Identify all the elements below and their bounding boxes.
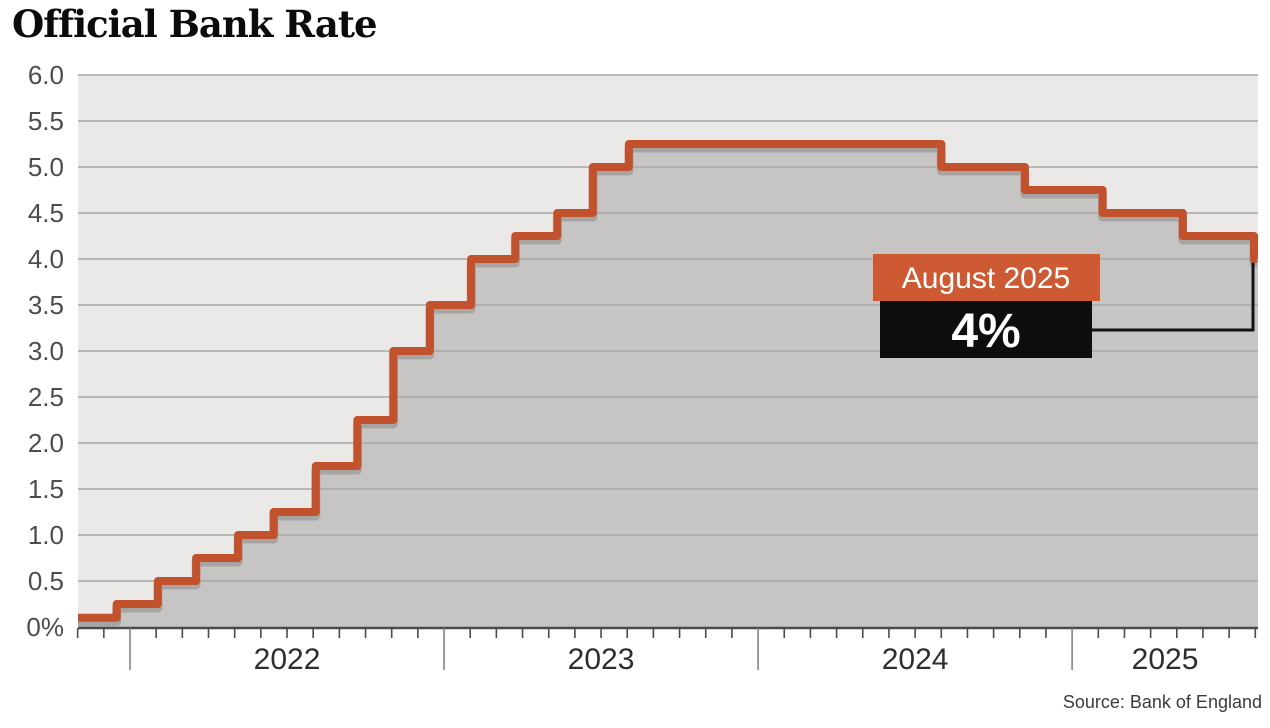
source-credit: Source: Bank of England	[1063, 692, 1262, 712]
y-tick-label: 3.5	[28, 290, 64, 320]
axis-labels: 6.0 5.5 5.0 4.5 4.0 3.5 3.0 2.5 2.0 1.5 1.0 0.5 0% 20…	[26, 60, 1198, 676]
gridlines	[78, 74, 1258, 582]
annotation-callout: August 2025 4%	[873, 254, 1100, 358]
chart-title: Official Bank Rate	[12, 2, 377, 46]
y-tick-label: 0.5	[28, 566, 64, 596]
y-tick-label: 2.0	[28, 428, 64, 458]
y-tick-label: 1.0	[28, 520, 64, 550]
y-tick-label: 1.5	[28, 474, 64, 504]
y-tick-label: 3.0	[28, 336, 64, 366]
y-tick-label: 5.0	[28, 152, 64, 182]
x-axis	[76, 626, 1258, 670]
y-tick-label: 0%	[26, 612, 64, 642]
callout-value-box	[880, 301, 1092, 358]
rate-step-line	[78, 140, 1258, 622]
y-tick-label: 2.5	[28, 382, 64, 412]
rate-line	[78, 140, 1258, 622]
y-tick-label: 4.0	[28, 244, 64, 274]
y-tick-label: 6.0	[28, 60, 64, 90]
year-label: 2023	[568, 643, 635, 676]
callout-label-box	[873, 254, 1100, 301]
y-tick-label: 4.5	[28, 198, 64, 228]
year-label: 2025	[1132, 643, 1199, 676]
year-label: 2022	[254, 643, 321, 676]
callout-value: 4%	[951, 305, 1020, 358]
y-tick-label: 5.5	[28, 106, 64, 136]
callout-label: August 2025	[902, 262, 1070, 295]
year-label: 2024	[882, 643, 949, 676]
callout-connector-line	[1092, 250, 1255, 332]
